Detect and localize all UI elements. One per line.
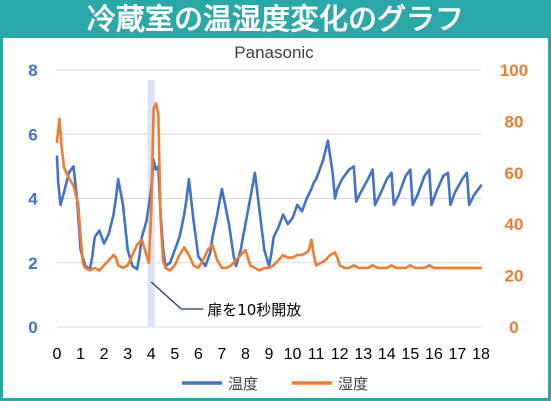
annotation-text: 扉を10秒開放 <box>207 301 301 319</box>
legend: 温度 湿度 <box>182 375 368 393</box>
legend-label-temperature: 温度 <box>228 375 258 393</box>
x-tick-label-3: 3 <box>123 346 132 363</box>
x-tick-label-12: 12 <box>331 346 349 363</box>
annotation-leader <box>150 281 182 310</box>
x-axis: 0 1 2 3 4 5 6 7 8 9 10 11 12 13 14 15 16 17 18 <box>53 346 490 363</box>
right-tick-label-0: 0 <box>509 318 518 337</box>
x-tick-label-17: 17 <box>449 346 467 363</box>
left-tick-label-0: 0 <box>28 318 37 337</box>
series-line-temperature <box>55 139 483 271</box>
chart-title: Panasonic <box>234 43 314 62</box>
right-tick-label-3: 60 <box>505 164 524 183</box>
right-tick-label-5: 100 <box>500 61 528 80</box>
x-tick-label-5: 5 <box>170 346 179 363</box>
x-tick-label-18: 18 <box>472 346 490 363</box>
x-tick-label-2: 2 <box>100 346 109 363</box>
annotation: 扉を10秒開放 <box>150 281 301 319</box>
x-tick-label-10: 10 <box>284 346 302 363</box>
right-tick-label-2: 40 <box>505 215 524 234</box>
left-tick-label-3: 6 <box>28 125 37 144</box>
x-tick-label-11: 11 <box>308 346 325 363</box>
left-tick-label-1: 2 <box>28 254 37 273</box>
left-tick-label-2: 4 <box>28 190 38 209</box>
x-tick-label-1: 1 <box>76 346 85 363</box>
left-tick-label-4: 8 <box>28 61 37 80</box>
x-tick-label-4: 4 <box>147 346 156 363</box>
x-tick-label-14: 14 <box>378 346 396 363</box>
x-tick-label-15: 15 <box>401 346 419 363</box>
x-tick-label-7: 7 <box>217 346 226 363</box>
series-layer <box>55 102 483 272</box>
x-tick-label-0: 0 <box>53 346 62 363</box>
title-banner: 冷蔵室の温湿度変化のグラフ <box>0 0 551 38</box>
x-tick-label-6: 6 <box>194 346 203 363</box>
right-tick-label-1: 20 <box>505 267 524 286</box>
right-axis: 0 20 40 60 80 100 <box>500 61 528 337</box>
x-tick-label-8: 8 <box>241 346 250 363</box>
x-tick-label-9: 9 <box>265 346 274 363</box>
x-tick-label-13: 13 <box>354 346 372 363</box>
left-axis: 0 2 4 6 8 <box>28 61 38 337</box>
x-tick-label-16: 16 <box>425 346 443 363</box>
series-line-humidity <box>55 102 483 272</box>
banner-title: 冷蔵室の温湿度変化のグラフ <box>86 2 464 36</box>
right-tick-label-4: 80 <box>505 112 524 131</box>
legend-label-humidity: 湿度 <box>338 375 368 393</box>
